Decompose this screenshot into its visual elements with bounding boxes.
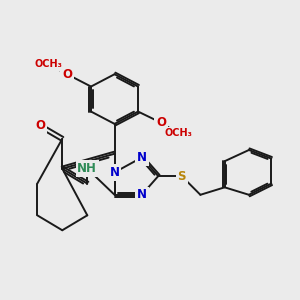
Text: N: N [137, 151, 147, 164]
Text: NH: NH [77, 162, 97, 175]
Text: N: N [137, 188, 147, 201]
Text: OCH₃: OCH₃ [164, 128, 192, 138]
Text: N: N [110, 166, 119, 179]
Text: O: O [62, 68, 72, 81]
Text: O: O [35, 119, 45, 132]
Text: OCH₃: OCH₃ [34, 59, 62, 69]
Text: S: S [178, 169, 186, 183]
Text: O: O [156, 116, 166, 129]
